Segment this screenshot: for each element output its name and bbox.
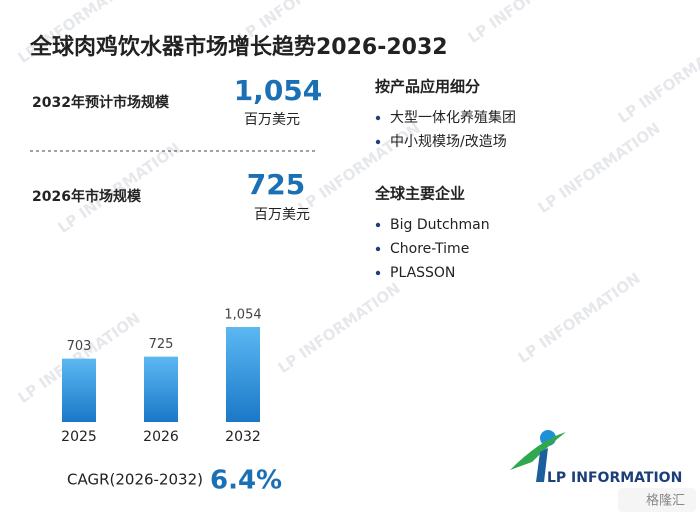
list-heading: 按产品应用细分	[375, 78, 480, 96]
source-badge	[618, 488, 696, 512]
logo-swoosh	[510, 432, 566, 470]
stat-unit: 百万美元	[254, 207, 310, 223]
logo: LP INFORMATION	[510, 430, 682, 486]
bar	[226, 327, 260, 422]
value-label: 703	[67, 339, 92, 354]
list-item: Big Dutchman	[390, 217, 490, 233]
source-mark: 格隆汇	[646, 493, 685, 509]
bullet	[375, 222, 381, 228]
value-label: 725	[149, 337, 174, 352]
bullet	[375, 246, 381, 252]
stat-label: 2026年市场规模	[32, 188, 142, 205]
list-item: 中小规模场/改造场	[390, 134, 507, 150]
bar	[144, 356, 178, 422]
bar	[62, 358, 96, 422]
list-item: 大型一体化养殖集团	[390, 109, 516, 126]
bar-chart: 703 2025 725 2026 1,054 2032	[61, 308, 261, 446]
logo-stem	[536, 448, 548, 482]
bullet	[375, 139, 381, 145]
stat-label: 2032年预计市场规模	[32, 94, 170, 111]
stat-unit: 百万美元	[244, 112, 300, 128]
cagr-label: CAGR(2026-2032)	[67, 471, 203, 489]
bullet	[375, 115, 381, 121]
value-label: 1,054	[224, 308, 261, 323]
bullet	[375, 270, 381, 276]
list-item: PLASSON	[390, 265, 455, 281]
title: 全球肉鸡饮水器市场增长趋势2026-2032	[29, 34, 448, 60]
logo-text: LP INFORMATION	[547, 470, 682, 486]
x-tick-label: 2032	[225, 429, 261, 445]
cagr-value: 6.4%	[210, 466, 282, 496]
stat-value: 1,054	[234, 74, 323, 107]
x-tick-label: 2025	[61, 429, 97, 445]
x-tick-label: 2026	[143, 429, 179, 445]
stat-value: 725	[247, 168, 305, 201]
list-item: Chore-Time	[390, 241, 469, 257]
list-heading: 全球主要企业	[374, 185, 465, 203]
